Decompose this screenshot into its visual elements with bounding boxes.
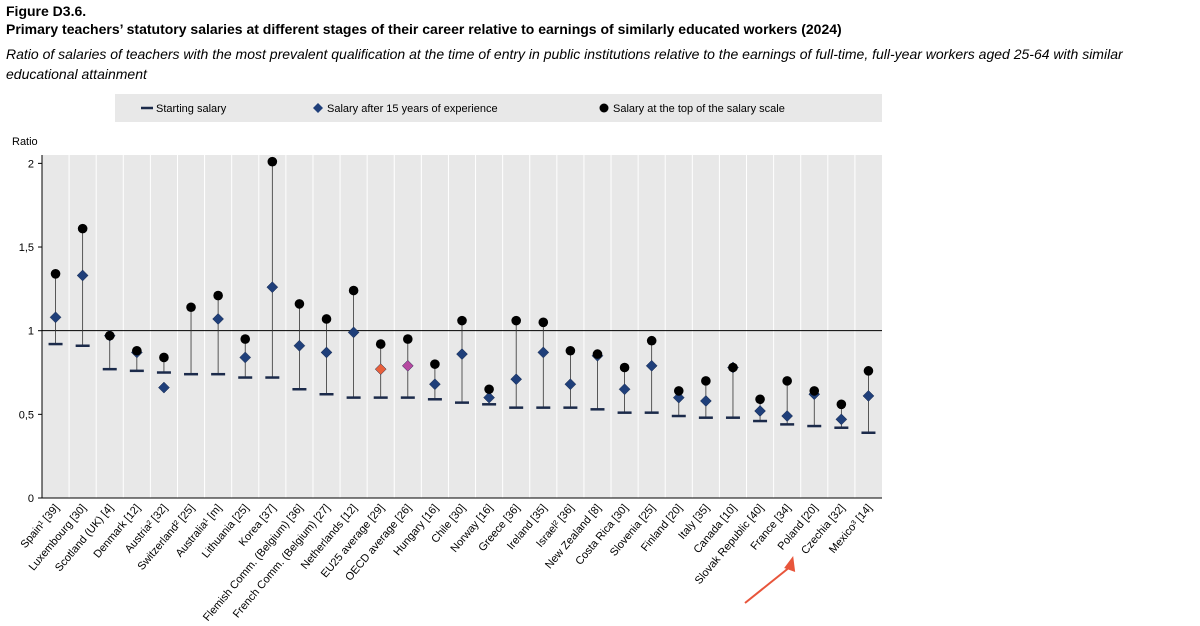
legend-marker-top — [599, 103, 609, 113]
fifteen-years-mark — [510, 373, 523, 386]
y-tick-label: 0 — [28, 493, 34, 505]
y-tick-label: 1,5 — [19, 242, 34, 254]
legend: Starting salary Salary after 15 years of … — [115, 94, 882, 122]
annotation-layer — [744, 556, 796, 604]
y-tick-label: 1 — [28, 326, 34, 338]
top-salary-mark — [728, 362, 738, 373]
fifteen-years-mark — [754, 405, 766, 417]
fifteen-years-mark — [76, 269, 89, 282]
legend-label: Starting salary — [156, 103, 227, 115]
top-salary-mark — [213, 290, 223, 301]
fifteen-years-mark — [374, 363, 387, 376]
fifteen-years-mark — [672, 391, 685, 404]
top-salary-mark — [565, 345, 576, 356]
top-salary-mark — [619, 362, 630, 373]
fifteen-years-mark — [266, 281, 279, 294]
top-salary-mark — [538, 317, 549, 328]
legend-label: Salary after 15 years of experience — [327, 103, 498, 115]
fifteen-years-mark — [212, 313, 224, 325]
top-salary-mark — [592, 349, 603, 359]
fifteen-years-mark — [239, 351, 252, 364]
legend-background — [115, 94, 882, 122]
top-salary-mark — [863, 366, 874, 376]
top-salary-mark — [457, 315, 467, 326]
top-salary-mark — [646, 335, 657, 346]
fifteen-years-mark — [862, 390, 875, 402]
top-salary-mark — [104, 330, 115, 341]
top-salary-mark — [755, 394, 765, 405]
fifteen-years-mark — [781, 410, 794, 422]
fifteen-years-mark — [429, 378, 441, 391]
fifteen-years-mark — [347, 326, 360, 339]
top-salary-mark — [430, 359, 440, 369]
y-tick-label: 0,5 — [19, 409, 34, 421]
legend-label: Salary at the top of the salary scale — [613, 103, 785, 115]
top-salary-mark — [511, 315, 521, 326]
fifteen-years-mark — [537, 346, 550, 359]
fifteen-years-mark — [158, 381, 170, 394]
top-salary-mark — [294, 299, 305, 309]
top-salary-mark — [701, 376, 711, 386]
top-salary-mark — [673, 386, 684, 396]
top-salary-mark — [375, 339, 386, 349]
fifteen-years-mark — [483, 391, 495, 404]
top-salary-mark — [484, 384, 494, 395]
chart-subtitle: Ratio of salaries of teachers with the m… — [6, 46, 1123, 82]
annotation-arrow-shaft — [744, 565, 792, 604]
y-tick-label: 2 — [28, 158, 34, 170]
top-salary-mark — [836, 399, 847, 410]
fifteen-years-mark — [49, 311, 62, 324]
top-salary-mark — [403, 334, 413, 344]
fifteen-years-mark — [401, 359, 414, 372]
legend-marker-15-years — [313, 103, 323, 113]
top-salary-mark — [240, 334, 251, 344]
fifteen-years-mark — [293, 339, 306, 352]
y-axis-label: Ratio — [12, 136, 38, 148]
fifteen-years-mark — [700, 395, 712, 407]
fifteen-years-mark — [456, 348, 468, 360]
figure-label: Figure D3.6. — [6, 3, 87, 19]
top-salary-mark — [348, 285, 359, 296]
top-salary-mark — [77, 223, 88, 234]
top-salary-mark — [782, 376, 792, 386]
fifteen-years-mark — [645, 359, 658, 372]
fifteen-years-mark — [564, 378, 577, 391]
annotation-arrow-head — [784, 556, 796, 572]
top-salary-mark — [321, 314, 332, 324]
top-salary-mark — [132, 345, 142, 356]
chart-title: Primary teachers’ statutory salaries at … — [6, 21, 842, 37]
fifteen-years-mark — [835, 413, 848, 426]
top-salary-mark — [159, 352, 169, 363]
top-salary-mark — [267, 156, 278, 167]
fifteen-years-mark — [320, 346, 333, 359]
top-salary-mark — [186, 302, 196, 313]
fifteen-years-mark — [618, 383, 631, 396]
top-salary-mark — [809, 386, 820, 396]
top-salary-mark — [50, 268, 61, 279]
